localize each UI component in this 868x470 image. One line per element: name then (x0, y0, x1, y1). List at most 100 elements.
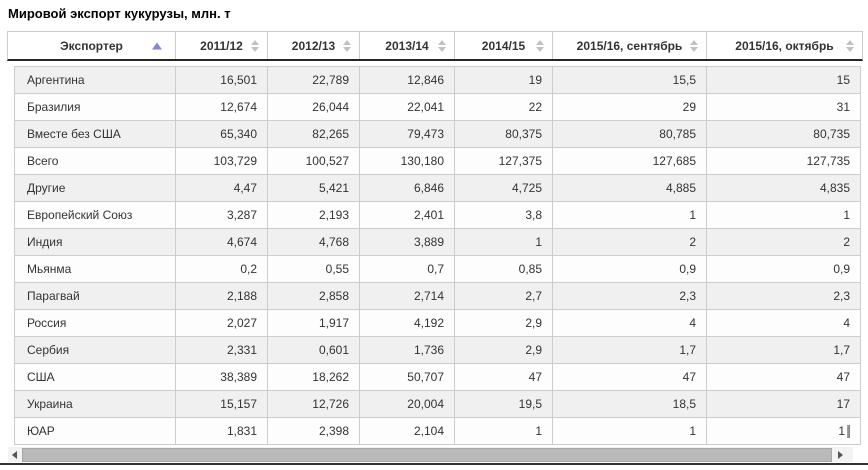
value-cell: 2,714 (360, 283, 455, 309)
sort-down-arrow (690, 46, 698, 52)
value-cell: 2,193 (268, 202, 360, 228)
value-cell: 26,044 (268, 94, 360, 120)
sort-both-icon (846, 39, 854, 52)
value-cell: 47 (836, 370, 850, 384)
value-cell: 12,726 (268, 391, 360, 417)
scroll-right-button[interactable] (834, 447, 847, 462)
value-cell: 38,389 (176, 364, 268, 390)
column-header-label: Экспортер (60, 38, 123, 53)
value-cell: 65,340 (176, 121, 268, 147)
value-cell: 2,858 (268, 283, 360, 309)
sort-down-arrow (438, 46, 446, 52)
value-cell: 2,331 (176, 337, 268, 363)
scroll-left-button[interactable] (8, 447, 21, 462)
exporter-cell: ЮАР (15, 418, 176, 444)
value-cell: 127,735 (806, 154, 850, 168)
table-row: Европейский Союз 3,287 2,193 2,401 3,8 1 1 (14, 201, 861, 229)
column-header-1[interactable]: 2011/12 (176, 32, 268, 59)
header-row: Экспортер 2011/12 2012/13 2013/14 2014/15 201… (7, 31, 863, 61)
exporter-cell: Украина (15, 391, 176, 417)
value-cell: 15,5 (553, 67, 707, 93)
scroll-left-icon (12, 450, 17, 459)
value-cell: 4,725 (455, 175, 553, 201)
value-cell: 127,375 (455, 148, 553, 174)
column-header-label: 2012/13 (291, 38, 336, 53)
value-cell: 0,7 (360, 256, 455, 282)
value-cell: 2 (843, 235, 850, 249)
sort-up-arrow (536, 39, 544, 45)
value-cell: 1 (553, 418, 707, 444)
value-cell: 19,5 (455, 391, 553, 417)
exporter-cell: Парагвай (15, 283, 176, 309)
value-cell: 4,674 (176, 229, 268, 255)
table-row: Украина 15,157 12,726 20,004 19,5 18,5 17 (14, 390, 861, 418)
column-header-2[interactable]: 2012/13 (268, 32, 360, 59)
value-cell: 18,5 (553, 391, 707, 417)
value-cell: 5,421 (268, 175, 360, 201)
value-cell: 79,473 (360, 121, 455, 147)
exporter-cell: Другие (15, 175, 176, 201)
table-row: Сербия 2,331 0,601 1,736 2,9 1,7 1,7 (14, 336, 861, 364)
table-body: Аргентина 16,501 22,789 12,846 19 15,5 15 Брази… (14, 66, 861, 445)
value-cell: 1,831 (176, 418, 268, 444)
sort-up-arrow (343, 39, 351, 45)
value-cell: 47 (455, 364, 553, 390)
value-cell: 12,846 (360, 67, 455, 93)
column-header-label: 2015/16, октябрь (735, 38, 834, 53)
value-cell: 80,735 (813, 127, 850, 141)
value-cell: 0,601 (268, 337, 360, 363)
sort-up-arrow (251, 39, 259, 45)
data-grid: Экспортер 2011/12 2012/13 2013/14 2014/15 201… (7, 31, 863, 462)
sort-both-icon (438, 39, 446, 52)
column-header-0[interactable]: Экспортер (8, 32, 176, 59)
value-cell: 2,188 (176, 283, 268, 309)
column-header-4[interactable]: 2014/15 (455, 32, 553, 59)
value-cell: 1 (455, 229, 553, 255)
exporter-cell: Сербия (15, 337, 176, 363)
column-header-3[interactable]: 2013/14 (360, 32, 455, 59)
sort-down-arrow (343, 46, 351, 52)
column-header-5[interactable]: 2015/16, сентябрь (553, 32, 707, 59)
column-header-label: 2011/12 (200, 38, 243, 53)
exporter-cell: Бразилия (15, 94, 176, 120)
sort-both-icon (343, 39, 351, 52)
column-header-label: 2014/15 (481, 38, 526, 53)
value-cell: 4,885 (553, 175, 707, 201)
value-cell: 17 (836, 397, 850, 411)
sort-up-arrow (438, 39, 446, 45)
value-cell: 4 (553, 310, 707, 336)
value-cell: 3,8 (455, 202, 553, 228)
column-header-6[interactable]: 2015/16, октябрь (707, 32, 862, 59)
scrollbar-thumb[interactable] (22, 448, 832, 462)
value-cell: 6,846 (360, 175, 455, 201)
value-cell: 22,789 (268, 67, 360, 93)
value-cell: 1,7 (833, 343, 850, 357)
value-cell: 1 (455, 418, 553, 444)
value-cell: 103,729 (176, 148, 268, 174)
value-cell: 3,287 (176, 202, 268, 228)
value-cell: 0,9 (553, 256, 707, 282)
value-cell: 100,527 (268, 148, 360, 174)
exporter-cell: Европейский Союз (15, 202, 176, 228)
text-caret (847, 424, 850, 438)
value-cell: 2,7 (455, 283, 553, 309)
value-cell: 1,917 (268, 310, 360, 336)
sort-down-arrow (251, 46, 259, 52)
table-row: США 38,389 18,262 50,707 47 47 47 (14, 363, 861, 391)
sort-ascending-icon (152, 42, 162, 49)
sort-up-arrow (690, 39, 698, 45)
value-cell: 22,041 (360, 94, 455, 120)
value-cell: 2 (553, 229, 707, 255)
value-cell: 127,685 (553, 148, 707, 174)
exporter-cell: Индия (15, 229, 176, 255)
column-header-label: 2013/14 (385, 38, 429, 53)
value-cell: 4,835 (819, 181, 850, 195)
table-row: Парагвай 2,188 2,858 2,714 2,7 2,3 2,3 (14, 282, 861, 310)
horizontal-scrollbar[interactable] (8, 447, 853, 462)
value-cell: 82,265 (268, 121, 360, 147)
value-cell: 2,401 (360, 202, 455, 228)
value-cell: 80,375 (455, 121, 553, 147)
value-cell: 2,027 (176, 310, 268, 336)
value-cell: 1 (707, 418, 860, 444)
table-row: Всего 103,729 100,527 130,180 127,375 127,685… (14, 147, 861, 175)
